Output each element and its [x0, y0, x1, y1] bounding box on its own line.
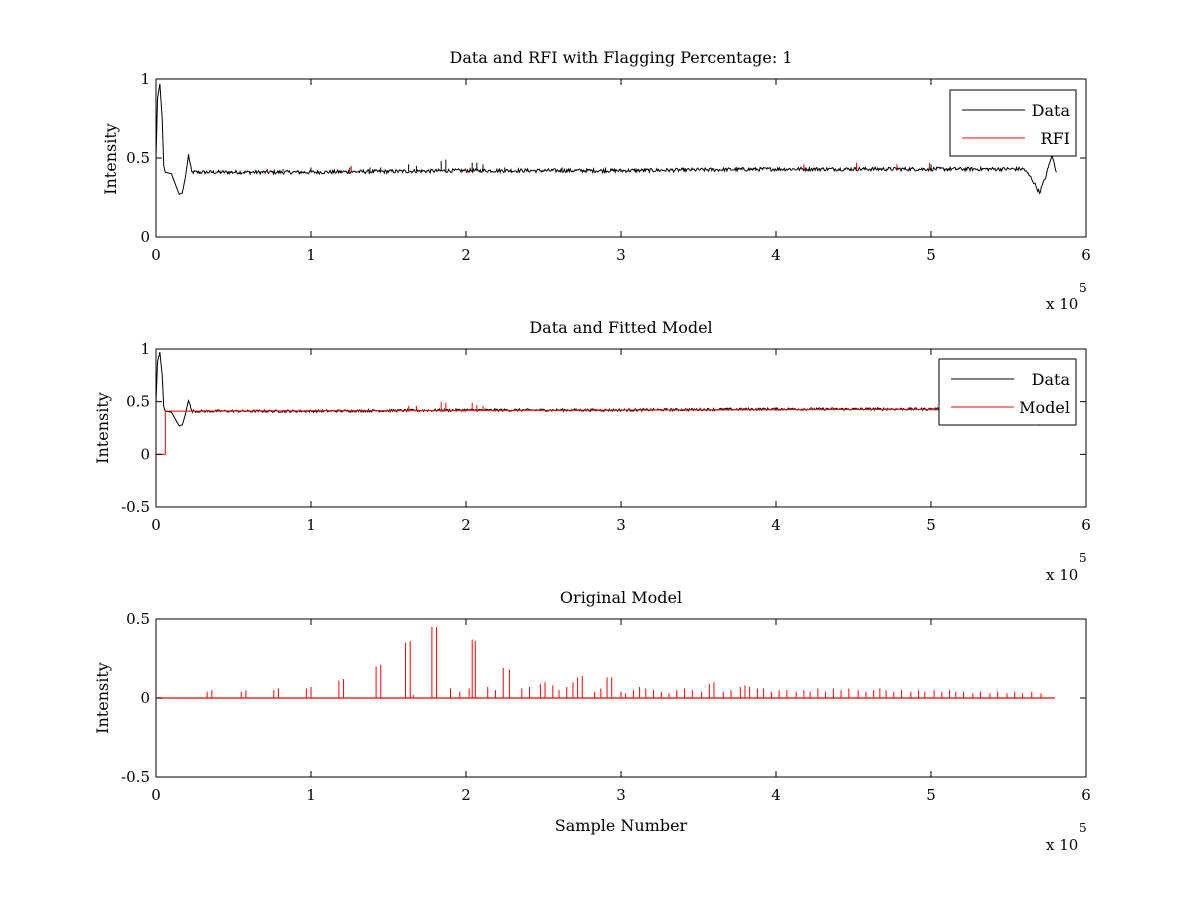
panel-3-xtick-label: 2	[461, 786, 471, 804]
panel-3-ytick-label: 0	[140, 689, 150, 707]
panel-2-ytick-label: 0	[140, 445, 150, 463]
panel-2-xexp: x 10	[1046, 566, 1078, 584]
panel-3-ytick-label: -0.5	[121, 768, 150, 786]
panel-2-xtick-label: 1	[306, 516, 316, 534]
panel-3-xtick-label: 0	[151, 786, 161, 804]
panel-1-legend-label: Data	[1032, 101, 1071, 120]
panel-3-xexp: x 10	[1046, 836, 1078, 854]
panel-2-ytick-label: 1	[140, 340, 150, 358]
panel-2-legend-label: Data	[1032, 370, 1071, 389]
panel-1-ytick-label: 0.5	[126, 149, 150, 167]
panel-2-xtick-label: 6	[1081, 516, 1091, 534]
panel-2-ylabel: Intensity	[93, 392, 112, 464]
panel-2-xtick-label: 2	[461, 516, 471, 534]
panel-2-xexp-power: 5	[1079, 551, 1087, 565]
panel-1-axes	[155, 78, 1087, 238]
panel-3-xtick-label: 1	[306, 786, 316, 804]
panel-2-title: Data and Fitted Model	[529, 318, 712, 337]
panel-1-legend	[949, 89, 1077, 157]
panel-1-ylabel: Intensity	[101, 123, 120, 195]
panel-1-legend-label: RFI	[1041, 129, 1070, 148]
panel-2-legend	[938, 358, 1077, 426]
panel-3-xtick-label: 6	[1081, 786, 1091, 804]
panel-2-legend-label: Model	[1019, 398, 1070, 417]
panel-1-xtick-label: 0	[151, 246, 161, 264]
panel-3-xexp-power: 5	[1079, 821, 1087, 835]
panel-3-ytick-label: 0.5	[126, 610, 150, 628]
panel-1-xtick-label: 3	[616, 246, 626, 264]
panel-1-xtick-label: 4	[771, 246, 781, 264]
panel-2-xtick-label: 3	[616, 516, 626, 534]
panel-3-xtick-label: 4	[771, 786, 781, 804]
panel-2-ytick-label: 0.5	[126, 393, 150, 411]
panel-2-plot-area	[156, 352, 1057, 455]
panel-2-xtick-label: 5	[926, 516, 936, 534]
panel-1-xtick-label: 1	[306, 246, 316, 264]
panel-2-axes	[155, 348, 1087, 508]
panel-1-title: Data and RFI with Flagging Percentage: 1	[449, 48, 792, 67]
panel-1-ytick-label: 0	[140, 228, 150, 246]
panel-3-title: Original Model	[560, 588, 682, 607]
panel-3-xtick-label: 5	[926, 786, 936, 804]
panel-1-xtick-label: 5	[926, 246, 936, 264]
panel-2-xtick-label: 4	[771, 516, 781, 534]
panel-3-ylabel: Intensity	[93, 662, 112, 734]
panel-1: Data and RFI with Flagging Percentage: 1…	[101, 48, 1091, 313]
panel-1-plot-area	[156, 83, 1057, 196]
panel-1-xtick-label: 2	[461, 246, 471, 264]
panel-1-xexp-power: 5	[1079, 281, 1087, 295]
panel-3-xtick-label: 3	[616, 786, 626, 804]
panel-1-xtick-label: 6	[1081, 246, 1091, 264]
panel-3-plot-area	[156, 626, 1055, 699]
panel-1-xexp: x 10	[1046, 295, 1078, 313]
panel-3: Original Model Intensity Sample Number x…	[93, 588, 1091, 854]
panel-2-xtick-label: 0	[151, 516, 161, 534]
panel-2: Data and Fitted Model Intensity x 10 5 0…	[93, 318, 1091, 584]
panel-3-xlabel: Sample Number	[555, 816, 688, 835]
panel-1-ytick-label: 1	[140, 70, 150, 88]
panel-2-series-model	[156, 408, 1057, 455]
panel-2-ytick-label: -0.5	[121, 498, 150, 516]
